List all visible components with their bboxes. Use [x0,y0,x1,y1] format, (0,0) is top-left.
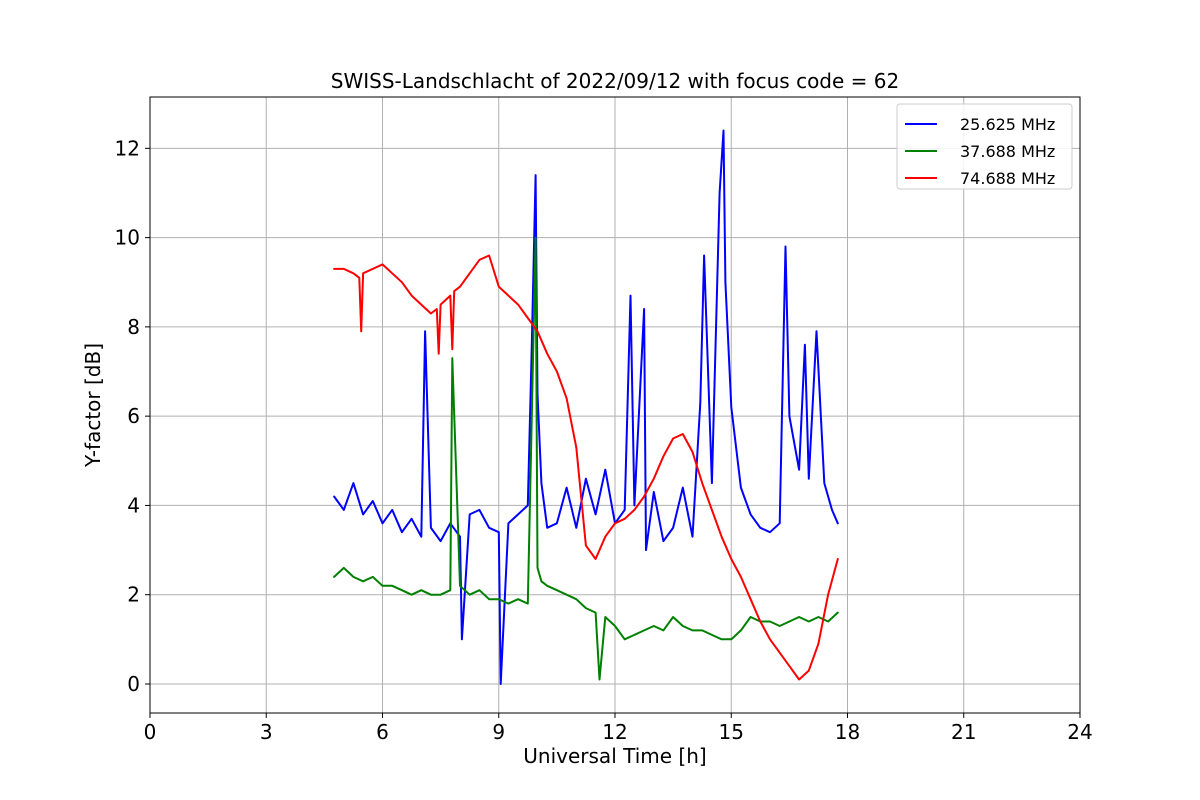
x-tick-label: 0 [144,720,157,744]
series-line-1 [333,129,839,685]
y-tick-label: 10 [115,226,140,250]
y-tick-label: 6 [127,404,140,428]
y-tick-label: 8 [127,315,140,339]
x-axis-label: Universal Time [h] [523,744,706,768]
x-tick-label: 15 [719,720,744,744]
y-tick-label: 12 [115,136,140,160]
x-tick-label: 6 [376,720,389,744]
x-tick-label: 21 [951,720,976,744]
legend: 25.625 MHz 37.688 MHz 74.688 MHz [896,103,1073,190]
legend-label-1: 25.625 MHz [960,115,1055,134]
legend-label-2: 37.688 MHz [960,142,1055,161]
y-tick-label: 2 [127,583,140,607]
series-line-2 [333,236,839,681]
chart-title: SWISS-Landschlacht of 2022/09/12 with fo… [331,69,899,93]
series-line-3 [333,254,839,681]
x-tick-label: 3 [260,720,273,744]
x-tick-label: 24 [1067,720,1092,744]
y-axis-label: Y-factor [dB] [81,343,105,468]
y-tick-label: 4 [127,493,140,517]
legend-label-3: 74.688 MHz [960,169,1055,188]
y-tick-label: 0 [127,672,140,696]
plot-area [333,129,839,685]
x-tick-label: 18 [835,720,860,744]
x-tick-label: 12 [602,720,627,744]
legend-box [896,103,1073,190]
x-tick-label: 9 [492,720,505,744]
